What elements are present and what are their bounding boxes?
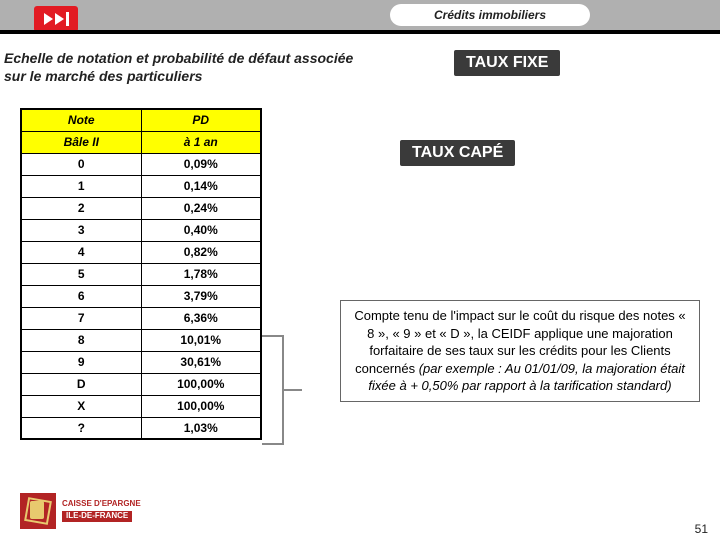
th-note-2: Bâle II (21, 131, 141, 153)
table-row: 40,82% (21, 241, 261, 263)
page-title: Echelle de notation et probabilité de dé… (4, 50, 374, 85)
cell-pd: 0,40% (141, 219, 261, 241)
label-taux-cape: TAUX CAPÉ (400, 140, 515, 166)
cell-note: 0 (21, 153, 141, 175)
table-row: 810,01% (21, 329, 261, 351)
cell-note: X (21, 395, 141, 417)
th-note-1: Note (21, 109, 141, 131)
page-number: 51 (695, 522, 708, 536)
cell-note: ? (21, 417, 141, 439)
top-bar-shadow (0, 30, 720, 34)
cell-note: 3 (21, 219, 141, 241)
cell-note: 2 (21, 197, 141, 219)
footer-brand-line2: ILE-DE-FRANCE (62, 511, 132, 522)
cell-note: 6 (21, 285, 141, 307)
th-pd-1: PD (141, 109, 261, 131)
cell-note: 8 (21, 329, 141, 351)
cell-note: 7 (21, 307, 141, 329)
cell-pd: 1,03% (141, 417, 261, 439)
callout-bracket (262, 335, 302, 445)
table-row: 30,40% (21, 219, 261, 241)
table-row: 00,09% (21, 153, 261, 175)
cell-note: 1 (21, 175, 141, 197)
footer-brand: CAISSE D'EPARGNE ILE-DE-FRANCE (20, 492, 220, 530)
breadcrumb-pill: Crédits immobiliers (390, 4, 590, 26)
cell-pd: 3,79% (141, 285, 261, 307)
top-bar (0, 0, 720, 30)
footer-brand-line1: CAISSE D'EPARGNE (62, 500, 141, 509)
cell-note: 5 (21, 263, 141, 285)
cell-pd: 0,24% (141, 197, 261, 219)
table-row: 51,78% (21, 263, 261, 285)
pd-table: Note PD Bâle II à 1 an 00,09%10,14%20,24… (20, 108, 262, 440)
table-row: 76,36% (21, 307, 261, 329)
label-taux-fixe: TAUX FIXE (454, 50, 560, 76)
cell-pd: 10,01% (141, 329, 261, 351)
cell-pd: 100,00% (141, 373, 261, 395)
table-row: 930,61% (21, 351, 261, 373)
table-row: ?1,03% (21, 417, 261, 439)
table-row: 10,14% (21, 175, 261, 197)
nav-forward-icon (34, 6, 78, 32)
table-row: X100,00% (21, 395, 261, 417)
cell-note: 4 (21, 241, 141, 263)
table-row: 20,24% (21, 197, 261, 219)
cell-pd: 100,00% (141, 395, 261, 417)
cell-pd: 0,82% (141, 241, 261, 263)
explanatory-paragraph: Compte tenu de l'impact sur le coût du r… (340, 300, 700, 402)
squirrel-icon (20, 493, 56, 529)
table-row: 63,79% (21, 285, 261, 307)
table-row: D100,00% (21, 373, 261, 395)
cell-pd: 6,36% (141, 307, 261, 329)
cell-pd: 1,78% (141, 263, 261, 285)
cell-note: D (21, 373, 141, 395)
cell-pd: 0,14% (141, 175, 261, 197)
cell-pd: 30,61% (141, 351, 261, 373)
cell-note: 9 (21, 351, 141, 373)
cell-pd: 0,09% (141, 153, 261, 175)
th-pd-2: à 1 an (141, 131, 261, 153)
